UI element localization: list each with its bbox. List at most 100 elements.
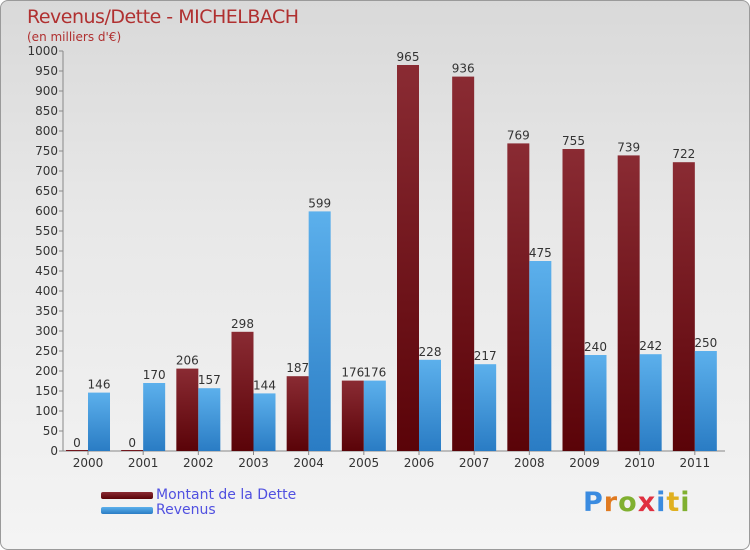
bar-dette <box>176 368 199 451</box>
logo-letter: r <box>603 487 619 518</box>
bar-revenus <box>474 364 497 451</box>
y-tick-label: 50 <box>43 424 58 438</box>
data-label-revenus: 240 <box>584 340 607 354</box>
data-label-dette: 0 <box>73 436 81 450</box>
y-tick-label: 700 <box>35 164 58 178</box>
data-label-revenus: 250 <box>694 336 717 350</box>
data-label-dette: 187 <box>286 361 309 375</box>
bar-revenus <box>88 392 110 451</box>
data-label-dette: 298 <box>231 317 254 331</box>
data-label-revenus: 176 <box>363 366 386 380</box>
bar-dette <box>617 155 640 451</box>
x-tick-label: 2006 <box>404 456 435 470</box>
bar-revenus <box>419 359 441 451</box>
logo-letter: x <box>637 487 657 518</box>
bar-dette <box>507 143 530 451</box>
x-tick-label: 2010 <box>624 456 655 470</box>
data-label-revenus: 170 <box>143 368 166 382</box>
bars <box>66 65 717 451</box>
legend-label-dette: Montant de la Dette <box>156 487 297 503</box>
data-label-dette: 755 <box>562 134 585 148</box>
y-tick-label: 900 <box>35 84 58 98</box>
chart-title: Revenus/Dette - MICHELBACH <box>27 6 299 28</box>
legend-label-revenus: Revenus <box>156 502 216 518</box>
data-label-revenus: 157 <box>198 373 221 387</box>
bar-dette <box>66 450 88 451</box>
data-label-dette: 176 <box>341 366 364 380</box>
legend-swatch-dette <box>101 491 153 499</box>
y-tick-label: 150 <box>35 384 58 398</box>
y-tick-label: 450 <box>35 264 58 278</box>
bar-revenus <box>253 393 276 451</box>
x-tick-label: 2002 <box>183 456 214 470</box>
data-labels: 0 0 206 298 187 176 965 936 769 755 739 722 146 170 15… <box>73 50 717 450</box>
bar-dette <box>341 380 364 451</box>
logo-letter: i <box>680 487 691 518</box>
bar-revenus <box>308 211 331 451</box>
x-tick-label: 2003 <box>238 456 269 470</box>
data-label-revenus: 217 <box>474 349 497 363</box>
y-tick-label: 300 <box>35 324 58 338</box>
y-tick-label: 800 <box>35 124 58 138</box>
bar-revenus <box>198 388 221 451</box>
y-tick-label: 500 <box>35 244 58 258</box>
y-tick-label: 650 <box>35 184 58 198</box>
x-tick-label: 2000 <box>73 456 104 470</box>
bar-dette <box>562 149 585 451</box>
y-tick-label: 100 <box>35 404 58 418</box>
logo-letter: o <box>618 487 638 518</box>
x-tick-label: 2005 <box>349 456 380 470</box>
bar-dette <box>286 376 309 451</box>
bar-revenus <box>529 261 552 451</box>
y-tick-label: 200 <box>35 364 58 378</box>
y-tick-label: 0 <box>50 444 58 458</box>
bar-dette <box>452 76 475 451</box>
bar-dette <box>231 331 254 451</box>
bar-revenus <box>694 351 717 451</box>
legend-swatch-revenus <box>101 506 153 514</box>
x-tick-label: 2011 <box>680 456 711 470</box>
logo-letter: t <box>666 487 681 518</box>
x-tick-label: 2001 <box>128 456 159 470</box>
bar-revenus <box>143 383 166 451</box>
logo-letter: i <box>656 487 667 518</box>
data-label-revenus: 599 <box>308 196 331 210</box>
data-label-dette: 936 <box>452 62 475 76</box>
x-tick-label: 2008 <box>514 456 545 470</box>
logo-letter: P <box>583 487 604 518</box>
y-tick-label: 350 <box>35 304 58 318</box>
proxiti-logo: Proxiti <box>583 487 691 518</box>
y-tick-label: 600 <box>35 204 58 218</box>
y-tick-label: 250 <box>35 344 58 358</box>
data-label-dette: 0 <box>128 436 136 450</box>
y-tick-label: 400 <box>35 284 58 298</box>
bar-revenus <box>639 354 662 451</box>
data-label-dette: 769 <box>507 128 530 142</box>
x-tick-label: 2009 <box>569 456 600 470</box>
bar-dette <box>121 450 144 451</box>
data-label-dette: 965 <box>397 50 420 64</box>
data-label-revenus: 146 <box>88 378 111 392</box>
bar-revenus <box>363 380 386 451</box>
y-tick-label: 850 <box>35 104 58 118</box>
data-label-dette: 739 <box>617 140 640 154</box>
bar-dette <box>397 65 419 451</box>
y-tick-label: 950 <box>35 64 58 78</box>
y-tick-label: 550 <box>35 224 58 238</box>
data-label-dette: 206 <box>176 354 199 368</box>
data-label-dette: 722 <box>672 147 695 161</box>
data-label-revenus: 475 <box>529 246 552 260</box>
x-tick-label: 2004 <box>293 456 324 470</box>
x-axis: 2000 2001 2002 2003 2004 2005 2006 2007 2008 2009… <box>63 450 725 470</box>
x-tick-label: 2007 <box>459 456 490 470</box>
legend-item-dette: Montant de la Dette <box>101 488 296 502</box>
legend-item-revenus: Revenus <box>101 503 216 517</box>
y-tick-label: 750 <box>35 144 58 158</box>
y-tick-label: 1000 <box>27 44 58 58</box>
data-label-revenus: 144 <box>253 378 276 392</box>
y-axis: 0 50 100 150 200 250 300 350 400 450 500 550 600 650 7… <box>27 44 64 458</box>
chart-subtitle: (en milliers d'€) <box>27 30 122 44</box>
data-label-revenus: 228 <box>419 345 442 359</box>
